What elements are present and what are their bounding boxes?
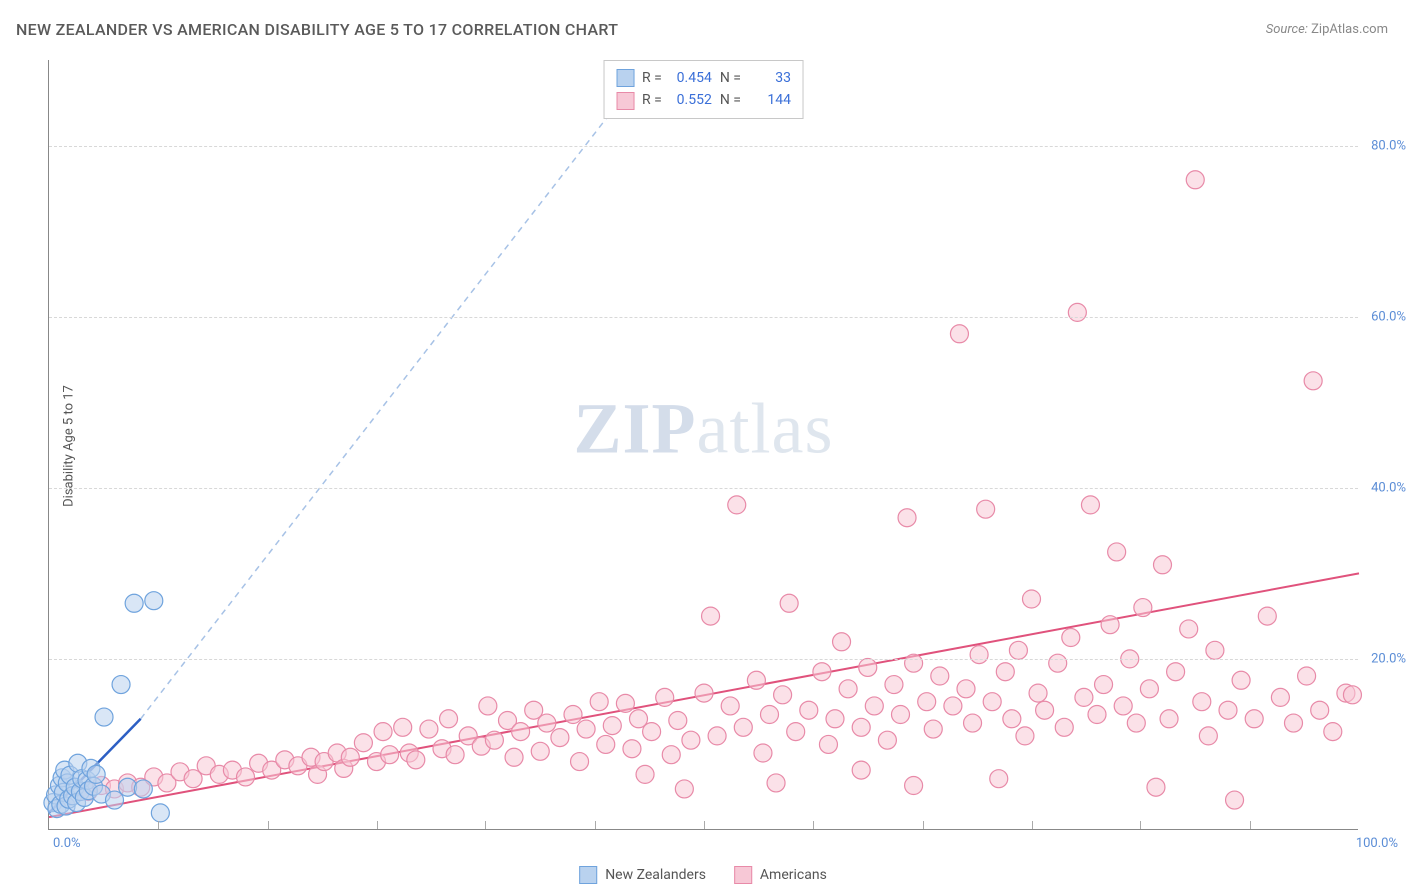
x-tick (923, 821, 924, 829)
legend-series: New Zealanders Americans (579, 866, 827, 884)
y-tick-label: 80.0% (1362, 138, 1406, 153)
legend-correlation: R = 0.454 N = 33 R = 0.552 N = 144 (603, 60, 804, 119)
legend-swatch-nz (616, 69, 634, 87)
r-label: R = (642, 89, 662, 111)
legend-label-am: Americans (760, 867, 827, 883)
plot-area: ZIPatlas R = 0.454 N = 33 R = 0.552 N = … (48, 60, 1358, 830)
source-label: Source: (1266, 22, 1308, 37)
x-tick-max: 100.0% (1356, 836, 1398, 851)
gridline-h (49, 317, 1358, 318)
x-tick (268, 821, 269, 829)
x-tick (813, 821, 814, 829)
x-tick (704, 821, 705, 829)
r-value-nz: 0.454 (668, 67, 712, 89)
legend-label-nz: New Zealanders (605, 867, 706, 883)
y-tick-label: 60.0% (1362, 309, 1406, 324)
legend-item-nz: New Zealanders (579, 866, 706, 884)
gridline-h (49, 146, 1358, 147)
x-tick (158, 821, 159, 829)
legend-swatch-am (616, 92, 634, 110)
source-attribution: Source: ZipAtlas.com (1266, 22, 1388, 37)
n-label: N = (720, 89, 741, 111)
chart-title: NEW ZEALANDER VS AMERICAN DISABILITY AGE… (16, 20, 618, 39)
legend-swatch-am-icon (734, 866, 752, 884)
n-label: N = (720, 67, 741, 89)
x-tick (377, 821, 378, 829)
plot-svg (49, 60, 1358, 829)
x-tick (1032, 821, 1033, 829)
x-tick (1140, 821, 1141, 829)
x-tick (485, 821, 486, 829)
r-value-am: 0.552 (668, 89, 712, 111)
x-tick-min: 0.0% (53, 836, 81, 851)
gridline-h (49, 659, 1358, 660)
x-tick (1250, 821, 1251, 829)
source-value: ZipAtlas.com (1311, 22, 1388, 37)
y-tick-label: 20.0% (1362, 651, 1406, 666)
r-label: R = (642, 67, 662, 89)
y-tick-label: 40.0% (1362, 480, 1406, 495)
n-value-nz: 33 (747, 67, 791, 89)
n-value-am: 144 (747, 89, 791, 111)
legend-swatch-nz-icon (579, 866, 597, 884)
x-tick (595, 821, 596, 829)
gridline-h (49, 488, 1358, 489)
legend-row-am: R = 0.552 N = 144 (616, 89, 791, 111)
legend-item-am: Americans (734, 866, 827, 884)
legend-row-nz: R = 0.454 N = 33 (616, 67, 791, 89)
